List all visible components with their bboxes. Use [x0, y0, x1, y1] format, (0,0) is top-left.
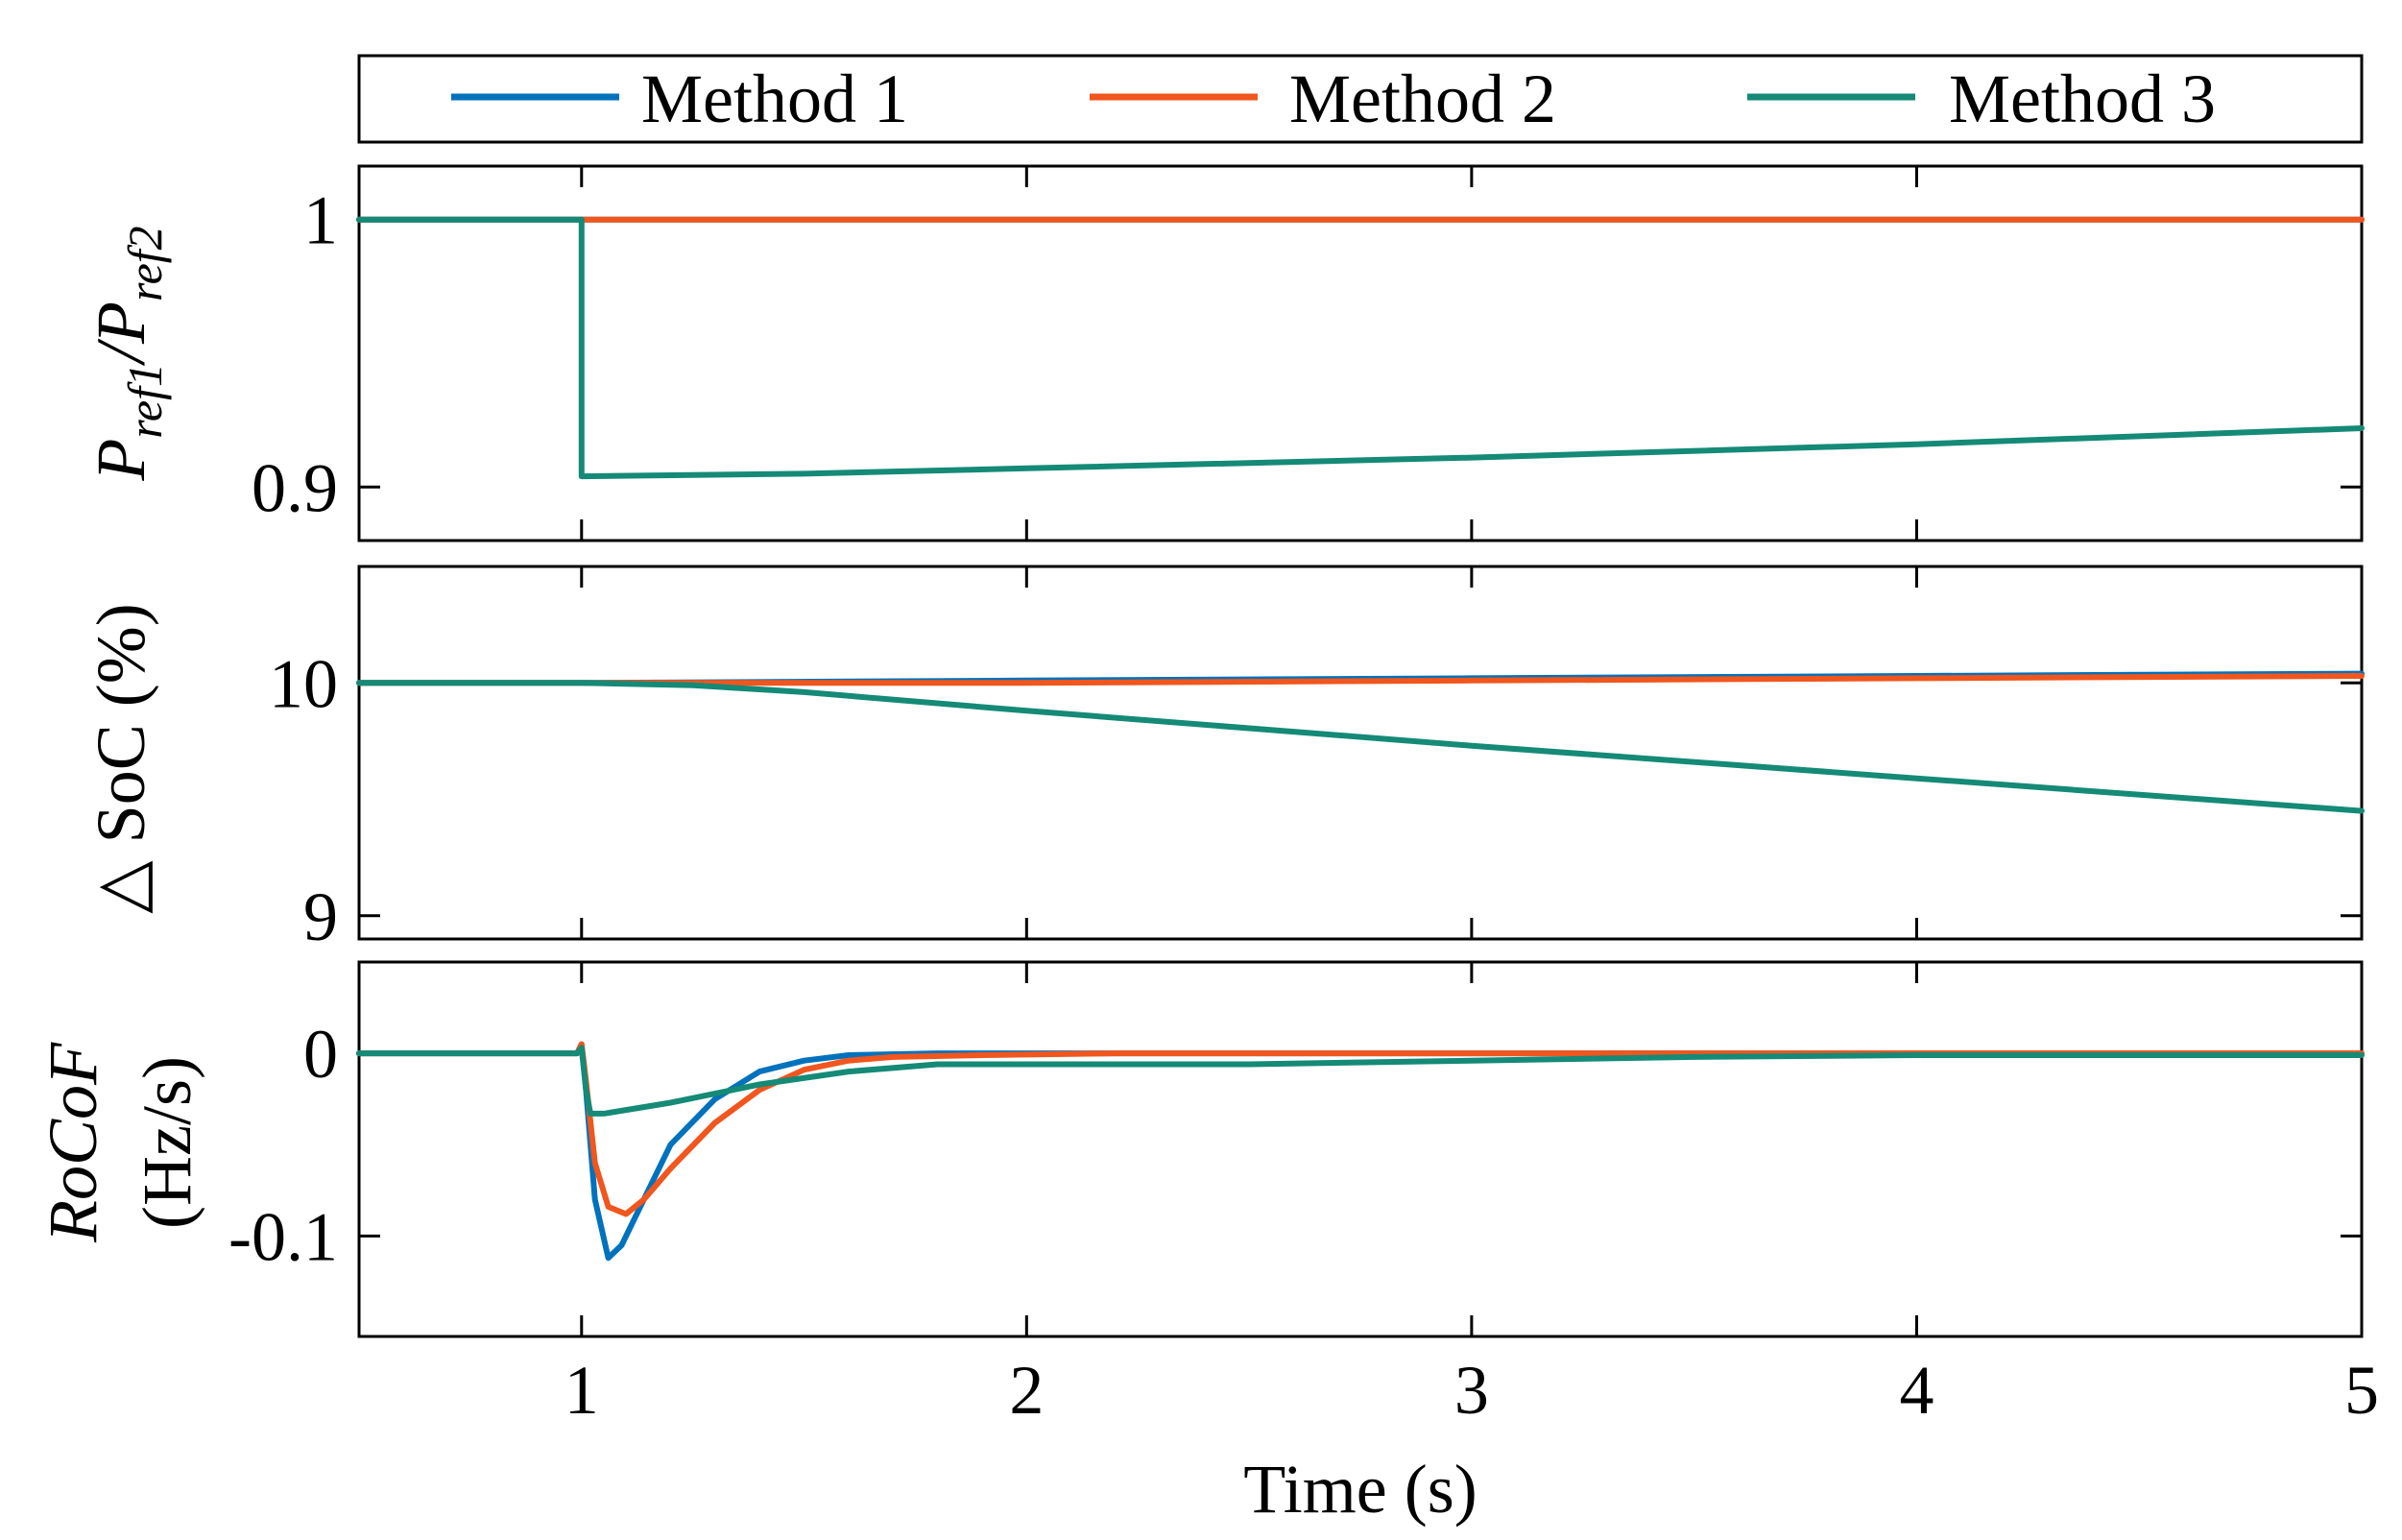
- subplot-2-ytick-label-1: 10: [269, 645, 338, 722]
- subplot-3-ytick-label-0: -0.1: [228, 1198, 338, 1275]
- subplot-3-ylabel-line2: (Hz/s): [129, 1056, 205, 1229]
- series: [356, 216, 2365, 1262]
- ticks: 0.9 1 9 10 -0.1 0 1 2 3 4 5: [228, 166, 2379, 1429]
- subplot-1-series-method-3: [356, 216, 2365, 480]
- subplot-2-frame: [357, 565, 2364, 941]
- subplot-1-frame: [357, 164, 2364, 542]
- subplot-2-series-method-3: [356, 680, 2365, 814]
- subplot-3-ytick-label-1: 0: [303, 1016, 338, 1093]
- legend: Method 1 Method 2 Method 3: [357, 54, 2364, 144]
- xtick-label-2: 3: [1454, 1352, 1489, 1429]
- legend-label-method-2: Method 2: [1289, 60, 1556, 137]
- subplot-3-frame: [357, 960, 2364, 1338]
- xtick-label-1: 2: [1009, 1352, 1044, 1429]
- subplot-1-ytick-label-0: 0.9: [252, 449, 338, 526]
- legend-label-method-3: Method 3: [1949, 60, 2216, 137]
- xtick-label-0: 1: [564, 1352, 599, 1429]
- subplot-3-series-method-1: [356, 1041, 2365, 1262]
- subplot-1-ylabel: Pref1/Pref2: [83, 226, 172, 481]
- subplot-3-ylabel-line1: RoCoF: [35, 1042, 111, 1243]
- legend-label-method-1: Method 1: [641, 60, 908, 137]
- subplot-1-ytick-label-1: 1: [303, 182, 338, 259]
- subplot-3-series-method-3: [356, 1045, 2365, 1117]
- subplot-3-series-method-2: [356, 1041, 2365, 1217]
- xtick-label-3: 4: [1899, 1352, 1934, 1429]
- subplot-2-ytick-label-0: 9: [303, 878, 338, 955]
- subplot-2-ylabel: △ SoC (%): [83, 603, 159, 913]
- x-axis-title: Time (s): [1243, 1451, 1477, 1528]
- xtick-label-4: 5: [2344, 1352, 2379, 1429]
- legend-box: [357, 54, 2364, 144]
